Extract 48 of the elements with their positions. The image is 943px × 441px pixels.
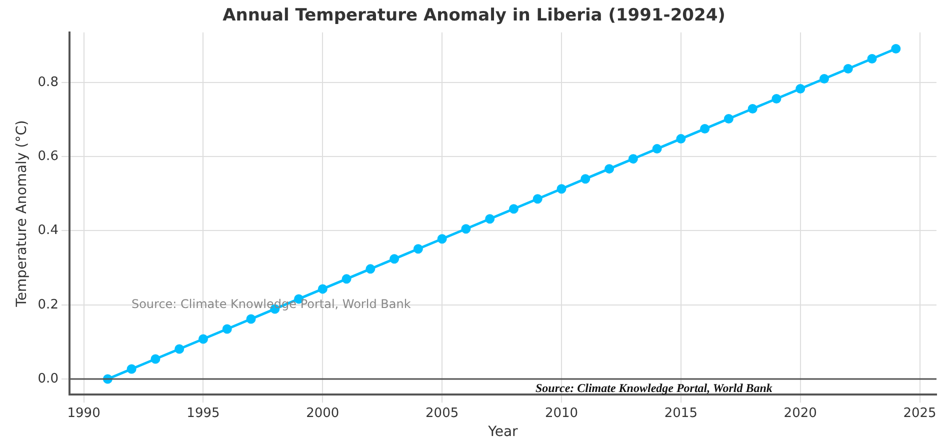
point <box>390 254 400 264</box>
point <box>891 44 901 54</box>
point <box>222 324 232 334</box>
x-tick-label: 1995 <box>186 406 220 421</box>
point <box>867 54 877 64</box>
point <box>772 94 782 104</box>
point <box>508 204 518 214</box>
x-axis-title: Year <box>487 424 518 440</box>
y-tick-label: 0.0 <box>38 371 58 386</box>
x-tick-label: 1990 <box>67 406 100 421</box>
point <box>318 284 328 294</box>
point <box>748 104 758 114</box>
point <box>676 134 686 144</box>
point <box>580 174 590 184</box>
x-tick-label: 2000 <box>306 406 340 421</box>
annotation: Source: Climate Knowledge Portal, World Bank <box>535 380 772 396</box>
point <box>198 334 208 344</box>
point <box>628 154 638 164</box>
point <box>843 64 853 74</box>
x-tick-label: 2025 <box>903 406 936 421</box>
point <box>700 124 710 134</box>
x-tick-label: 2005 <box>426 406 459 421</box>
y-tick-label: 0.2 <box>38 297 58 312</box>
y-tick-label: 0.6 <box>38 148 58 164</box>
y-tick-label: 0.8 <box>38 74 58 90</box>
point <box>342 274 352 284</box>
x-tick-label: 2020 <box>784 406 817 421</box>
point <box>604 164 614 174</box>
point <box>150 354 160 364</box>
point <box>246 314 256 324</box>
y-axis-title: Temperature Anomaly (°C) <box>14 120 30 308</box>
y-tick-label: 0.4 <box>38 223 58 238</box>
point <box>819 74 829 84</box>
x-tick-label: 2010 <box>544 406 578 421</box>
point <box>532 194 542 204</box>
chart-title: Annual Temperature Anomaly in Liberia (1991-2024) <box>222 6 726 26</box>
point <box>174 344 184 354</box>
point <box>485 214 495 224</box>
point <box>796 84 806 94</box>
point <box>126 364 136 374</box>
point <box>556 184 566 194</box>
x-tick-label: 2015 <box>664 406 698 421</box>
point <box>461 224 471 234</box>
point <box>652 144 662 154</box>
point <box>366 264 376 274</box>
point <box>437 234 447 244</box>
point <box>724 114 734 124</box>
point <box>413 244 423 254</box>
